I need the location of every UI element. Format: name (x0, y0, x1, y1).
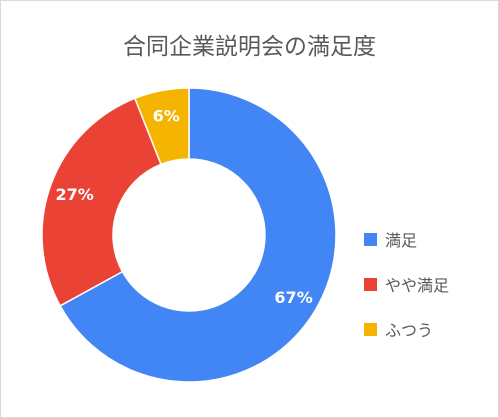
pie-slice (59, 87, 337, 383)
legend-item: やや満足 (364, 272, 449, 296)
legend-item: ふつう (364, 317, 449, 341)
slice-value-label: 27% (56, 185, 94, 204)
slice-value-label: 67% (274, 288, 312, 307)
legend-label: やや満足 (385, 276, 450, 295)
legend-label: ふつう (385, 321, 434, 340)
chart-title: 合同企業説明会の満足度 (123, 34, 376, 60)
legend-label: 満足 (385, 231, 418, 250)
slice-value-label: 6% (153, 107, 180, 126)
legend-swatch (364, 232, 377, 246)
legend-item: 満足 (364, 227, 449, 251)
pie-slice (41, 97, 162, 307)
legend-swatch (364, 322, 377, 336)
legend: 満足 やや満足 ふつう (364, 227, 449, 362)
pie-slice (133, 87, 190, 166)
legend-swatch (364, 277, 377, 291)
